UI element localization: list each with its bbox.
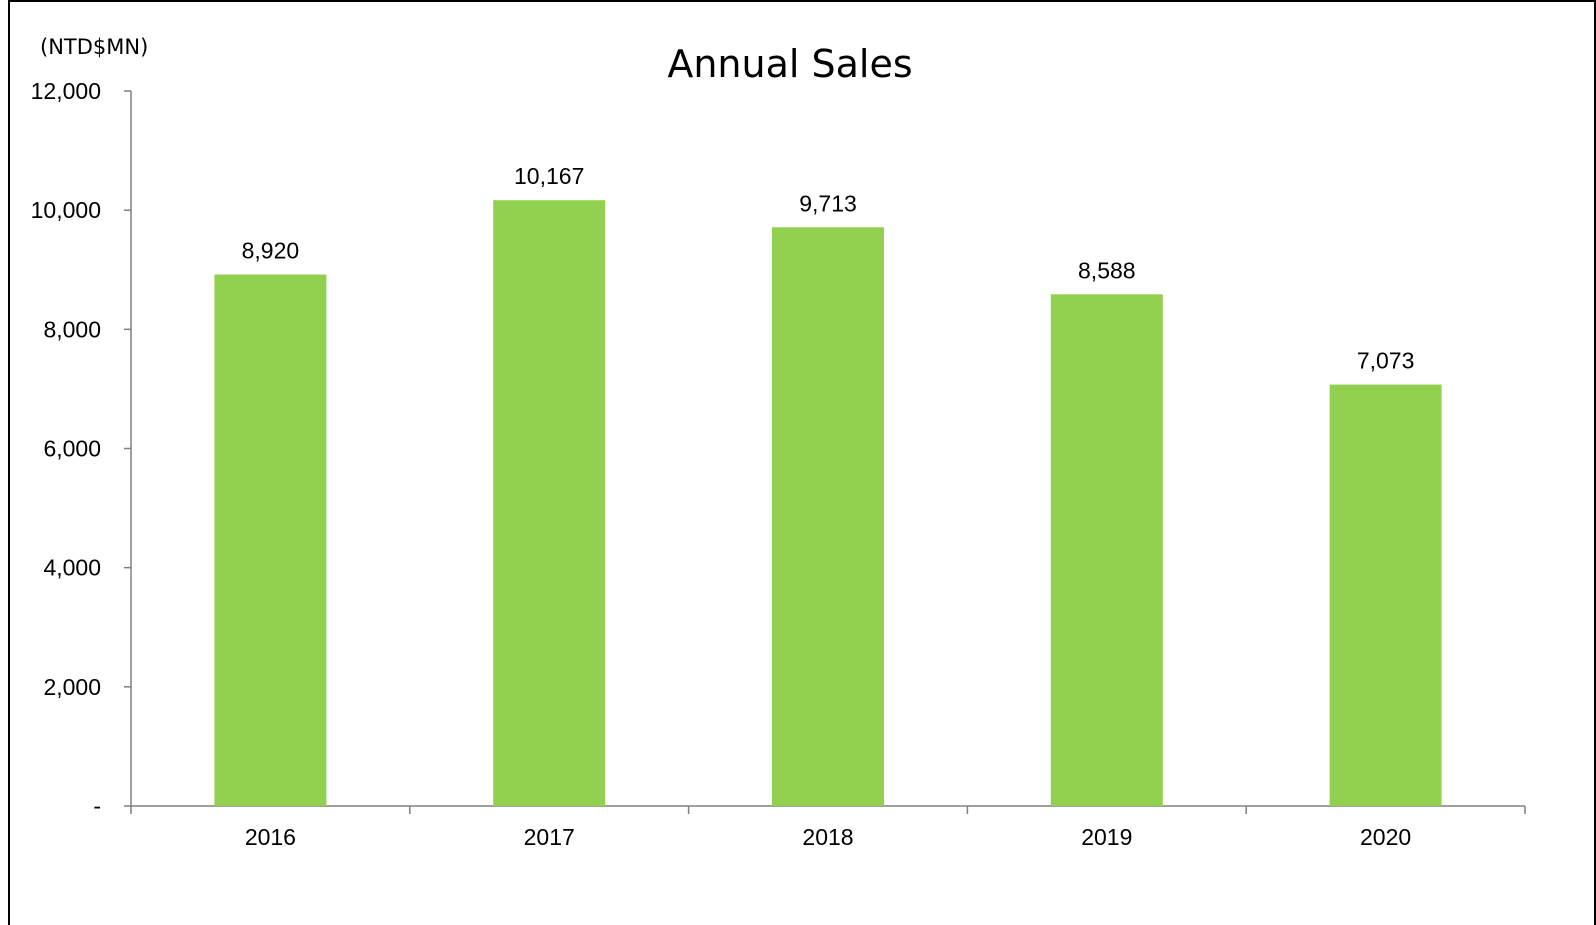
x-axis: 2016 2017 2018 2019 2020: [130, 805, 1526, 850]
data-label-2020: 7,073: [1357, 348, 1415, 374]
x-tick-label-2017: 2017: [524, 824, 575, 850]
y-tick-label: 4,000: [43, 555, 101, 581]
unit-label: (NTD$MN): [40, 35, 148, 59]
data-label-2017: 10,167: [514, 163, 584, 189]
bar-2016: [214, 274, 327, 806]
bar-2020: [1329, 384, 1442, 806]
data-label-2019: 8,588: [1078, 257, 1136, 283]
x-tick-label-2018: 2018: [802, 824, 853, 850]
x-tick-label-2019: 2019: [1081, 824, 1132, 850]
y-tick-label: 6,000: [43, 436, 101, 462]
y-tick-label: 8,000: [43, 316, 101, 342]
bar-2019: [1050, 294, 1163, 806]
y-tick-label: 12,000: [31, 78, 101, 104]
x-tick-label-2016: 2016: [245, 824, 296, 850]
y-tick-label: -: [93, 793, 101, 819]
y-axis: - 2,000 4,000 6,000 8,000 10,000 12,000: [31, 78, 132, 819]
y-tick-label: 2,000: [43, 674, 101, 700]
data-label-2018: 9,713: [799, 190, 857, 216]
bar-2018: [772, 227, 884, 806]
data-label-2016: 8,920: [242, 238, 300, 264]
y-tick-label: 10,000: [31, 197, 101, 223]
bar-2017: [493, 200, 606, 806]
x-tick-label-2020: 2020: [1360, 824, 1411, 850]
bars: 8,920 10,167 9,713 8,588 7,073: [214, 163, 1442, 806]
chart-title: Annual Sales: [667, 42, 912, 86]
